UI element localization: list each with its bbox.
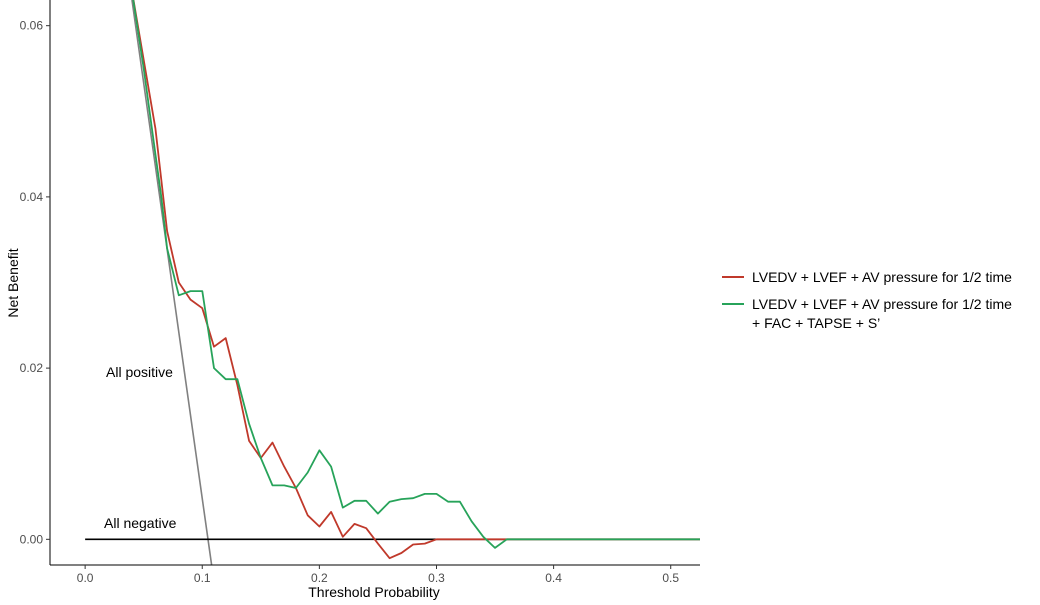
all-positive-label: All positive <box>106 364 173 380</box>
series-line-1 <box>132 0 700 560</box>
legend-item-series-2: LVEDV + LVEF + AV pressure for 1/2 time … <box>722 295 1012 333</box>
legend-key-series-2 <box>722 303 744 305</box>
legend-item-series-1: LVEDV + LVEF + AV pressure for 1/2 time <box>722 268 1012 287</box>
x-tick-label: 0.2 <box>311 571 328 585</box>
y-axis-title: Net Benefit <box>5 248 21 317</box>
x-axis-title: Threshold Probability <box>308 584 440 600</box>
legend-label-series-2: LVEDV + LVEF + AV pressure for 1/2 time … <box>752 295 1012 333</box>
series-line-2 <box>132 0 700 549</box>
x-tick-label: 0.5 <box>662 571 679 585</box>
legend-label-series-1: LVEDV + LVEF + AV pressure for 1/2 time <box>752 268 1012 287</box>
x-tick-label: 0.0 <box>77 571 94 585</box>
x-tick-label: 0.4 <box>545 571 562 585</box>
plot-lines <box>85 0 700 565</box>
y-tick-label: 0.06 <box>20 19 44 33</box>
y-tick-label: 0.00 <box>20 532 44 546</box>
x-tick-label: 0.3 <box>428 571 445 585</box>
legend-label-line: LVEDV + LVEF + AV pressure for 1/2 time <box>752 269 1012 285</box>
y-tick-label: 0.02 <box>20 361 44 375</box>
legend-label-line: LVEDV + LVEF + AV pressure for 1/2 time <box>752 296 1012 312</box>
axis-ticks: 0.0 0.1 0.2 0.3 0.4 0.5 0.00 0.02 0.04 0.06 <box>20 19 680 585</box>
legend: LVEDV + LVEF + AV pressure for 1/2 time … <box>722 268 1012 341</box>
legend-key-series-1 <box>722 276 744 278</box>
all-negative-label: All negative <box>104 515 177 531</box>
x-tick-label: 0.1 <box>194 571 211 585</box>
all-positive-line <box>131 0 213 565</box>
legend-label-line: + FAC + TAPSE + S’ <box>752 315 881 331</box>
y-tick-label: 0.04 <box>20 190 44 204</box>
